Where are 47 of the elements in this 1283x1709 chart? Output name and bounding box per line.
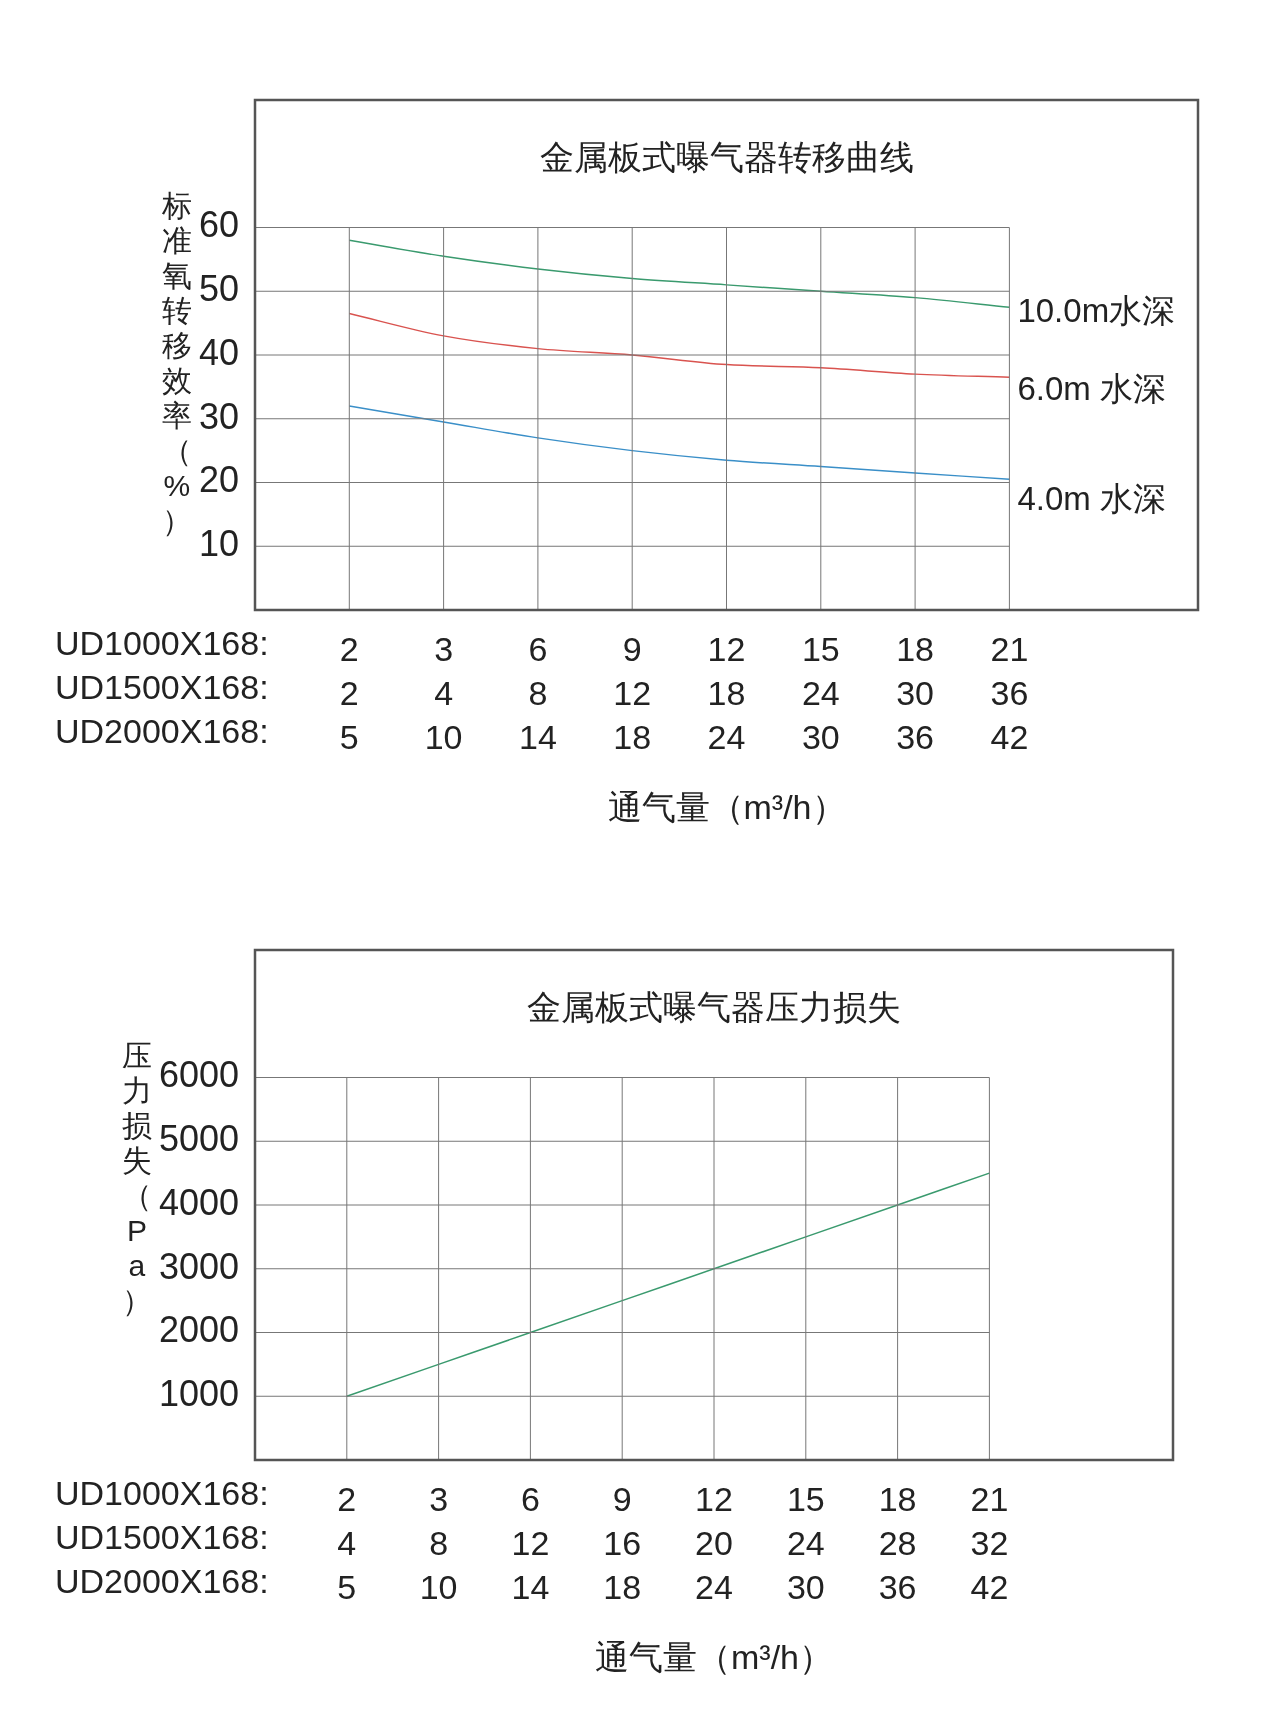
x-tick-label: 3 4 10	[424, 630, 463, 757]
x-tick-label: 21 32 42	[970, 1480, 1009, 1607]
y-tick-label: 6000	[158, 1054, 239, 1096]
x-axis-title: 通气量（m³/h）	[607, 788, 846, 827]
y-axis-title: 压力损失（Pa）	[121, 1038, 152, 1317]
x-tick-label: 6 8 14	[518, 630, 557, 757]
y-tick-label: 1000	[158, 1373, 239, 1415]
text: UD2000X168:	[55, 712, 269, 751]
y-tick-label: 40	[198, 331, 239, 373]
text: UD1500X168:	[55, 668, 269, 707]
x-tick-label: 9 12 18	[613, 630, 652, 757]
series-label: 4.0m 水深	[1017, 480, 1166, 518]
x-tick-label: 15 24 30	[801, 630, 840, 757]
text: UD1000X168:	[55, 624, 269, 663]
y-tick-label: 20	[198, 459, 239, 501]
y-tick-label: 5000	[158, 1118, 239, 1160]
line-series	[348, 239, 1011, 308]
x-tick-label: 12 20 24	[695, 1480, 733, 1607]
x-tick-label: 6 12 14	[511, 1480, 550, 1607]
y-tick-label: 10	[198, 523, 239, 565]
x-tick-label: 12 18 24	[707, 630, 746, 757]
line-series	[348, 312, 1011, 379]
text: UD1500X168:	[55, 1518, 269, 1557]
x-tick-label: 2 4 5	[337, 1480, 357, 1607]
x-tick-label: 18 28 36	[878, 1480, 917, 1607]
series-label: 10.0m水深	[1017, 292, 1176, 330]
line-series	[346, 1172, 991, 1397]
text: 标准氧转移效率（%）	[161, 188, 192, 537]
x-tick-label: 3 8 10	[419, 1480, 458, 1607]
y-tick-label: 50	[198, 268, 239, 310]
x-tick-label: 2 2 5	[339, 630, 359, 757]
line-series	[348, 405, 1011, 481]
x-tick-label: 21 36 42	[990, 630, 1029, 757]
series-label: 6.0m 水深	[1017, 370, 1166, 408]
x-tick-label: 18 30 36	[896, 630, 935, 757]
text: UD1000X168:	[55, 1474, 269, 1513]
x-axis-title: 通气量（m³/h）	[595, 1638, 833, 1677]
y-tick-label: 2000	[158, 1309, 239, 1351]
x-tick-label: 9 16 18	[603, 1480, 642, 1607]
y-tick-label: 3000	[158, 1245, 239, 1287]
text: UD2000X168:	[55, 1562, 269, 1601]
y-tick-label: 30	[198, 395, 239, 437]
y-tick-label: 60	[198, 204, 239, 246]
text: 金属板式曝气器压力损失	[527, 988, 901, 1027]
x-tick-label: 15 24 30	[786, 1480, 825, 1607]
y-tick-label: 4000	[158, 1181, 239, 1223]
text: 金属板式曝气器转移曲线	[539, 138, 914, 177]
